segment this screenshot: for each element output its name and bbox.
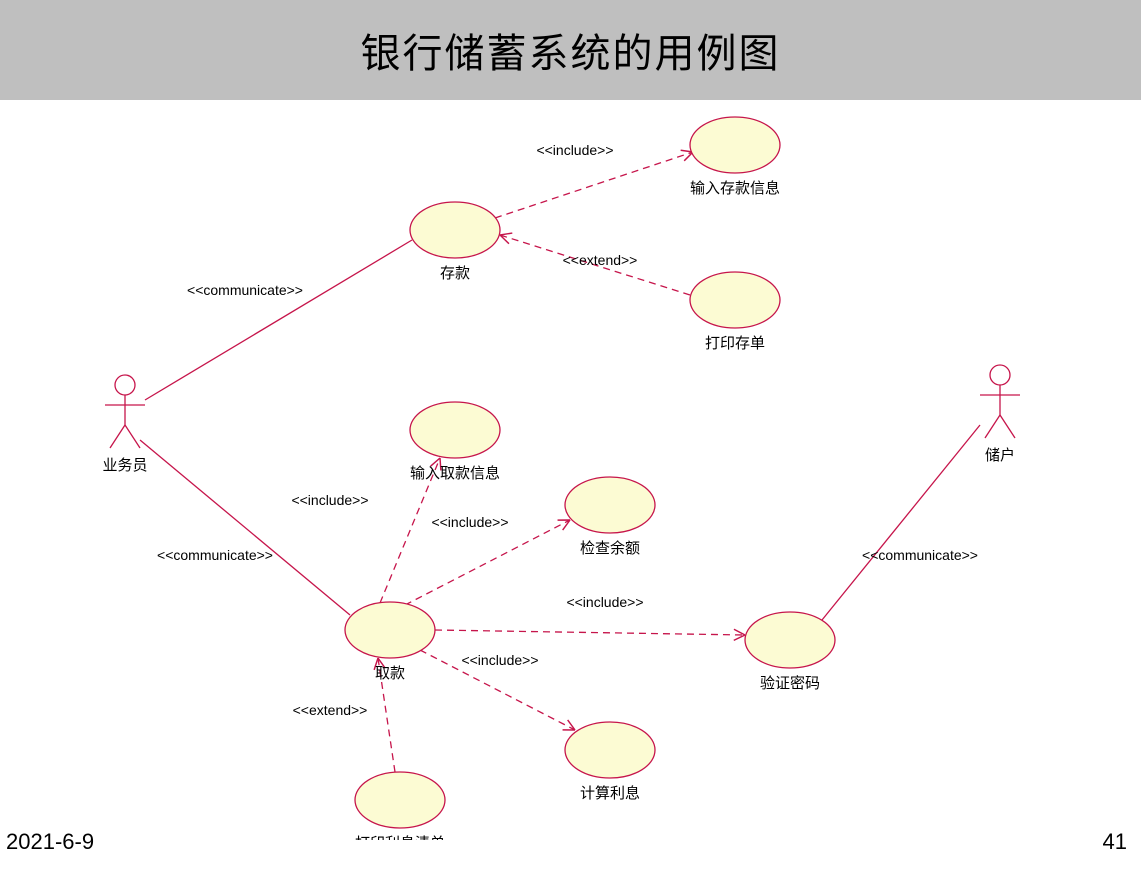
usecase-deposit_input: 输入存款信息 — [690, 117, 780, 197]
edge-label: <<extend>> — [293, 702, 368, 718]
actor-label: 业务员 — [102, 457, 147, 474]
edge-label: <<include>> — [461, 652, 538, 668]
edge-label: <<communicate>> — [862, 547, 978, 563]
actor-head-icon — [115, 375, 135, 395]
usecase-verify_pw: 验证密码 — [745, 612, 835, 692]
usecase-ellipse — [410, 402, 500, 458]
edge-label: <<include>> — [291, 492, 368, 508]
usecase-withdraw: 取款 — [345, 602, 435, 682]
usecase-ellipse — [565, 477, 655, 533]
edge — [495, 152, 693, 218]
actor-clerk: 业务员 — [102, 375, 147, 474]
usecase-label: 存款 — [440, 265, 470, 282]
actor-customer: 储户 — [980, 365, 1020, 464]
usecase-print_interest: 打印利息清单 — [355, 772, 445, 840]
usecase-withdraw_input: 输入取款信息 — [410, 402, 500, 482]
usecase-ellipse — [690, 117, 780, 173]
usecase-label: 计算利息 — [580, 784, 640, 802]
usecase-ellipse — [410, 202, 500, 258]
usecase-ellipse — [690, 272, 780, 328]
usecase-deposit: 存款 — [410, 202, 500, 282]
usecase-ellipse — [565, 722, 655, 778]
actor-head-icon — [990, 365, 1010, 385]
edge — [822, 425, 980, 620]
edge-label: <<include>> — [431, 514, 508, 530]
usecase-label: 检查余额 — [580, 539, 640, 557]
usecase-check_balance: 检查余额 — [565, 477, 655, 557]
edge — [145, 240, 412, 400]
usecase-diagram: <<communicate>> <<communicate>> <<communic… — [0, 100, 1141, 840]
usecase-ellipse — [745, 612, 835, 668]
actor-label: 储户 — [985, 447, 1015, 464]
edge-label: <<extend>> — [563, 252, 638, 268]
usecase-label: 打印存单 — [705, 335, 765, 352]
page-title: 银行储蓄系统的用例图 — [361, 21, 781, 79]
edge — [435, 630, 745, 635]
usecase-label: 取款 — [375, 665, 405, 682]
edge — [405, 520, 570, 605]
usecase-calc_interest: 计算利息 — [565, 722, 655, 802]
edges-layer: <<communicate>> <<communicate>> <<communic… — [140, 142, 980, 772]
edge-label: <<communicate>> — [187, 282, 303, 298]
title-bar: 银行储蓄系统的用例图 — [0, 0, 1141, 100]
usecase-ellipse — [345, 602, 435, 658]
usecase-ellipse — [355, 772, 445, 828]
edge — [140, 440, 350, 615]
usecase-label: 输入存款信息 — [690, 180, 780, 197]
usecase-label: 打印利息清单 — [355, 835, 445, 840]
edge-label: <<include>> — [566, 594, 643, 610]
usecase-deposit_print: 打印存单 — [690, 272, 780, 352]
usecase-label: 验证密码 — [760, 675, 820, 692]
edge-label: <<communicate>> — [157, 547, 273, 563]
edge-label: <<include>> — [536, 142, 613, 158]
usecase-label: 输入取款信息 — [410, 465, 500, 482]
